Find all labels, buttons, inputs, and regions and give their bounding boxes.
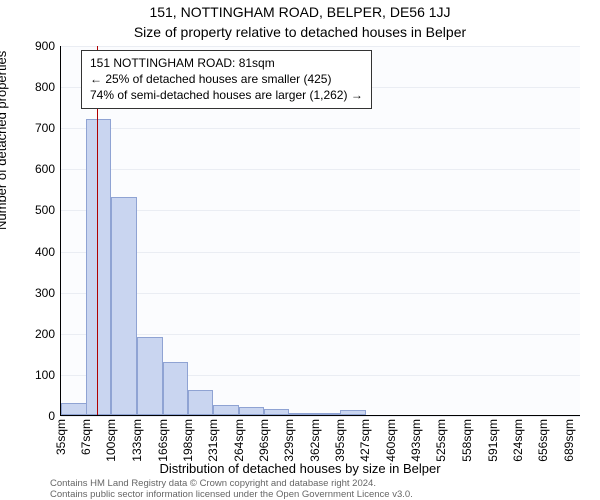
y-tick-label: 100 — [35, 368, 55, 382]
x-tick-label: 460sqm — [384, 419, 398, 462]
x-tick-label: 166sqm — [156, 419, 170, 462]
x-tick-label: 656sqm — [536, 419, 550, 462]
x-tick-label: 689sqm — [562, 419, 576, 462]
chart-title: 151, NOTTINGHAM ROAD, BELPER, DE56 1JJ — [0, 4, 600, 20]
x-tick-label: 264sqm — [232, 419, 246, 462]
legend-line-3: 74% of semi-detached houses are larger (… — [90, 87, 363, 103]
y-tick-label: 900 — [35, 39, 55, 53]
histogram-bar — [188, 390, 214, 415]
histogram-bar — [289, 413, 315, 415]
x-tick-label: 493sqm — [409, 419, 423, 462]
gridline — [61, 169, 580, 170]
y-tick-label: 400 — [35, 245, 55, 259]
histogram-bar — [315, 413, 341, 415]
x-tick-label: 100sqm — [104, 419, 118, 462]
y-tick-label: 700 — [35, 121, 55, 135]
gridline — [61, 210, 580, 211]
x-tick-label: 395sqm — [333, 419, 347, 462]
legend-line-2: ← 25% of detached houses are smaller (42… — [90, 71, 363, 87]
histogram-bar — [86, 119, 112, 415]
histogram-bar — [61, 403, 87, 415]
histogram-bar — [163, 362, 189, 415]
chart-subtitle: Size of property relative to detached ho… — [0, 24, 600, 40]
x-tick-label: 558sqm — [460, 419, 474, 462]
chart-container: 151, NOTTINGHAM ROAD, BELPER, DE56 1JJ S… — [0, 0, 600, 500]
x-tick-label: 525sqm — [434, 419, 448, 462]
y-tick-label: 500 — [35, 203, 55, 217]
legend-line-1: 151 NOTTINGHAM ROAD: 81sqm — [90, 55, 363, 71]
histogram-bar — [264, 409, 290, 415]
histogram-bar — [213, 405, 239, 415]
histogram-bar — [239, 407, 265, 415]
x-tick-label: 329sqm — [282, 419, 296, 462]
footer-line-2: Contains public sector information licen… — [50, 490, 590, 500]
x-tick-label: 35sqm — [54, 419, 68, 455]
y-tick-label: 300 — [35, 286, 55, 300]
x-tick-label: 231sqm — [206, 419, 220, 462]
histogram-bar — [111, 197, 137, 415]
footer-attribution: Contains HM Land Registry data © Crown c… — [50, 479, 590, 500]
gridline — [61, 334, 580, 335]
y-axis-label: Number of detached properties — [0, 51, 9, 230]
y-tick-label: 200 — [35, 327, 55, 341]
x-tick-label: 427sqm — [358, 419, 372, 462]
gridline — [61, 128, 580, 129]
footer-line-1: Contains HM Land Registry data © Crown c… — [50, 479, 590, 489]
x-tick-label: 67sqm — [79, 419, 93, 455]
x-tick-label: 591sqm — [486, 419, 500, 462]
x-axis-label: Distribution of detached houses by size … — [0, 461, 600, 476]
x-tick-label: 198sqm — [181, 419, 195, 462]
gridline — [61, 293, 580, 294]
y-tick-label: 800 — [35, 80, 55, 94]
x-tick-label: 624sqm — [511, 419, 525, 462]
x-tick-label: 296sqm — [257, 419, 271, 462]
gridline — [61, 46, 580, 47]
histogram-bar — [137, 337, 163, 415]
x-tick-label: 133sqm — [130, 419, 144, 462]
histogram-bar — [340, 410, 366, 415]
plot-area: 151 NOTTINGHAM ROAD: 81sqm ← 25% of deta… — [60, 46, 580, 416]
gridline — [61, 252, 580, 253]
x-tick-label: 362sqm — [308, 419, 322, 462]
y-tick-label: 600 — [35, 162, 55, 176]
legend-box: 151 NOTTINGHAM ROAD: 81sqm ← 25% of deta… — [81, 50, 372, 109]
gridline — [61, 416, 580, 417]
